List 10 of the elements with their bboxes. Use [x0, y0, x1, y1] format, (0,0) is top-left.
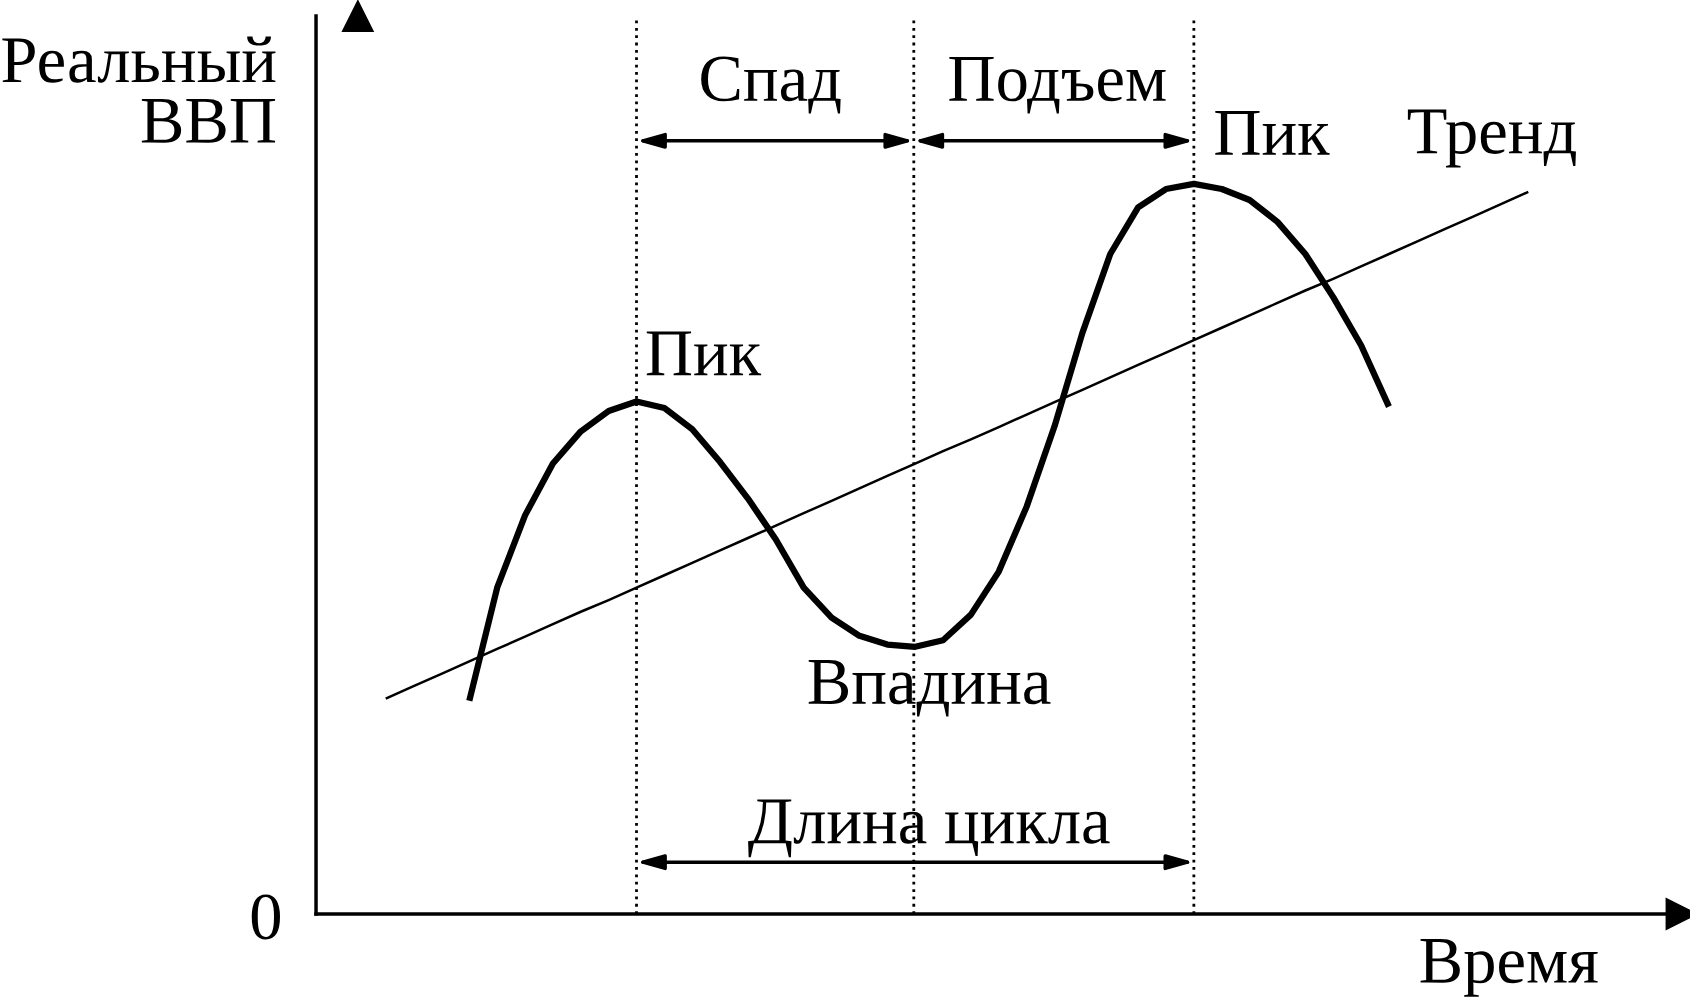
annotation: Пик [646, 331, 762, 376]
text: Пик [1215, 111, 1330, 155]
text: Подъем [949, 57, 1166, 114]
annotation: Длина цикла [748, 799, 1110, 858]
x-axis-title: Время [1420, 938, 1598, 997]
y-axis-title: Реальный ВВП [2, 36, 276, 143]
text: Спад [701, 56, 841, 114]
series-label: Тренд [1407, 109, 1576, 168]
text: 0 [251, 894, 280, 940]
annotation: Впадина [808, 660, 1051, 717]
